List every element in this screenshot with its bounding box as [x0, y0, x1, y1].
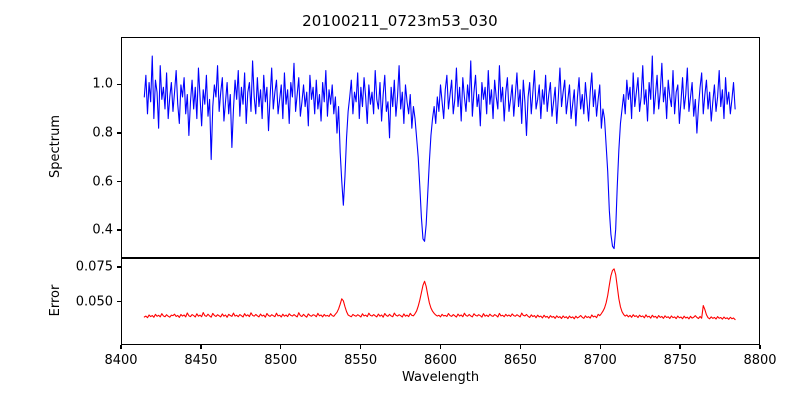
spectrum-data-line [143, 55, 736, 250]
y-ticklabel-spectrum: 0.4 [92, 222, 113, 238]
y-ticklabel-error: 0.075 [75, 259, 113, 275]
x-ticklabel: 8450 [184, 353, 218, 368]
x-tickmark [679, 345, 681, 349]
x-ticklabel: 8600 [423, 353, 458, 368]
x-ticklabel: 8800 [743, 353, 777, 368]
x-tickmark [200, 345, 202, 349]
x-tickmark [359, 345, 362, 349]
y-tickmark-spectrum [117, 83, 121, 85]
y-tickmark-error [117, 300, 121, 303]
y-axis-label-spectrum: Spectrum [47, 114, 63, 178]
spectrum-plot-area [143, 55, 736, 250]
y-tickmark-error [117, 266, 121, 268]
x-axis-label: Wavelength [401, 370, 480, 385]
error-data-line [143, 268, 736, 321]
x-tickmark [519, 345, 522, 349]
y-ticklabel-spectrum: 1.0 [92, 76, 113, 92]
x-tickmark [120, 345, 122, 349]
x-ticklabel: 8550 [344, 353, 378, 368]
x-ticklabel: 8500 [264, 353, 298, 368]
x-tickmark [599, 345, 601, 349]
x-tickmark [759, 345, 761, 349]
x-ticklabel: 8400 [104, 353, 138, 368]
spectrum-axes [121, 37, 760, 258]
y-tickmark-spectrum [117, 132, 121, 134]
x-tickmark [280, 345, 282, 349]
y-tickmark-spectrum [117, 180, 121, 183]
x-ticklabel: 8700 [583, 353, 617, 368]
x-ticklabel: 8650 [503, 353, 537, 368]
y-axis-label-error: Error [47, 284, 63, 316]
y-ticklabel-spectrum: 0.6 [92, 174, 113, 189]
x-tickmark [439, 345, 442, 349]
y-ticklabel-spectrum: 0.8 [92, 125, 113, 141]
error-axes [121, 258, 760, 345]
y-ticklabel-error: 0.050 [75, 294, 113, 309]
x-ticklabel: 8750 [663, 353, 697, 368]
plot-title: 20100211_0723m53_030 [302, 12, 498, 30]
y-tickmark-spectrum [117, 229, 121, 231]
error-plot-area [143, 268, 736, 321]
